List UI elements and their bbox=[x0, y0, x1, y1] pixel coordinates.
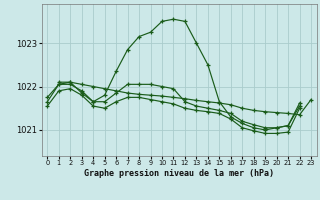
X-axis label: Graphe pression niveau de la mer (hPa): Graphe pression niveau de la mer (hPa) bbox=[84, 169, 274, 178]
